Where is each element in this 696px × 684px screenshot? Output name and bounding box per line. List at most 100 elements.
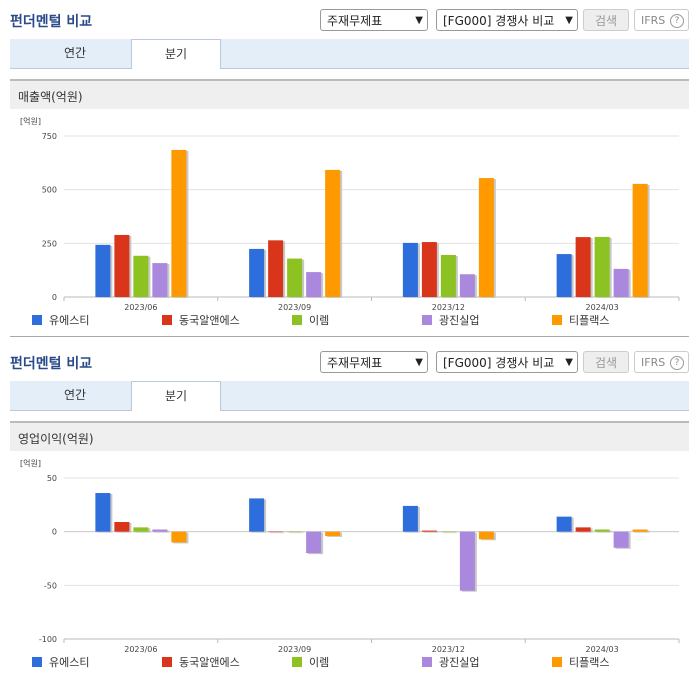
help-icon[interactable]: ? [670, 356, 684, 370]
tab-quarterly[interactable]: 분기 [131, 39, 221, 69]
y-tick-label: 50 [47, 474, 57, 483]
panel-title: 펀더멘털 비교 [10, 356, 93, 372]
panel-header: 펀더멘털 비교 주재무제표 ▼ [FG000] 경쟁사 비교 ▼ 검색 IFRS… [0, 0, 696, 36]
bar [171, 149, 187, 297]
legend-item-tplex[interactable]: 티플랙스 [552, 654, 609, 670]
chevron-down-icon: ▼ [565, 357, 573, 368]
x-tick-label: 2023/12 [432, 303, 465, 312]
y-tick-label: 250 [42, 239, 57, 248]
help-icon[interactable]: ? [670, 14, 684, 28]
bar [421, 530, 437, 532]
bar [440, 531, 456, 533]
ifrs-label: IFRS [641, 14, 666, 27]
legend-label: 이렘 [309, 656, 330, 669]
bar [632, 183, 648, 297]
legend-swatch [292, 315, 302, 325]
legend-item-ust[interactable]: 유에스티 [32, 654, 89, 670]
bar [402, 242, 418, 297]
bar [556, 516, 572, 532]
legend-swatch [292, 657, 302, 667]
bar [478, 178, 494, 297]
bar [632, 529, 648, 532]
y-tick-label: 0 [52, 293, 57, 302]
fundamental-panel-operating-profit: 펀더멘털 비교 주재무제표 ▼ [FG000] 경쟁사 비교 ▼ 검색 IFRS… [0, 342, 696, 684]
bar-shadow [270, 532, 286, 534]
chevron-down-icon: ▼ [415, 357, 423, 368]
bar [325, 531, 341, 536]
legend-label: 광진실업 [439, 314, 480, 327]
operating-profit-chart: -100 -50 0 50 2023/06 2023/09 2023/12 2024/03 [39, 474, 680, 654]
legend-item-dongkuk[interactable]: 동국알앤에스 [162, 312, 240, 328]
peer-group-select-value: [FG000] 경쟁사 비교 [443, 356, 555, 370]
ifrs-button[interactable]: IFRS ? [634, 351, 689, 373]
legend-swatch [552, 657, 562, 667]
y-tick-label: 0 [52, 528, 57, 537]
statement-select[interactable]: 주재무제표 ▼ [320, 351, 428, 373]
tab-annual[interactable]: 연간 [63, 388, 87, 402]
legend-item-kwangjin[interactable]: 광진실업 [422, 654, 479, 670]
statement-select-value: 주재무제표 [327, 356, 383, 370]
legend-item-ust[interactable]: 유에스티 [32, 312, 89, 328]
legend-label: 유에스티 [49, 314, 90, 327]
bar [594, 236, 610, 297]
x-tick-label: 2024/03 [586, 303, 619, 312]
bar [306, 272, 322, 297]
x-tick-label: 2023/06 [124, 303, 157, 312]
y-tick-label: 750 [42, 132, 57, 141]
legend-item-irem[interactable]: 이렘 [292, 312, 329, 328]
panel-title: 펀더멘털 비교 [10, 14, 93, 30]
bar [152, 263, 168, 297]
bar [95, 244, 111, 297]
legend-item-kwangjin[interactable]: 광진실업 [422, 312, 479, 328]
tab-annual[interactable]: 연간 [63, 46, 87, 60]
legend-swatch [32, 315, 42, 325]
panel-divider [10, 336, 689, 337]
period-tabs: 연간 분기 [10, 381, 689, 411]
x-tick-label: 2023/12 [432, 645, 465, 654]
unit-label: [억원] [20, 459, 41, 468]
bar [268, 531, 284, 533]
bar [249, 248, 265, 297]
chart-legend: 유에스티 동국알앤에스 이렘 광진실업 티플랙스 [0, 654, 696, 672]
legend-item-irem[interactable]: 이렘 [292, 654, 329, 670]
tab-quarterly[interactable]: 분기 [131, 381, 221, 411]
legend-label: 티플랙스 [569, 314, 610, 327]
peer-group-select[interactable]: [FG000] 경쟁사 비교 ▼ [436, 9, 578, 31]
bar [95, 493, 111, 532]
legend-item-dongkuk[interactable]: 동국알앤에스 [162, 654, 240, 670]
bar [613, 531, 629, 548]
panel-header: 펀더멘털 비교 주재무제표 ▼ [FG000] 경쟁사 비교 ▼ 검색 IFRS… [0, 342, 696, 378]
bar [171, 531, 187, 543]
bar [478, 531, 494, 540]
bar [613, 268, 629, 297]
bar [459, 274, 475, 297]
bar [152, 529, 168, 532]
bar-shadow [289, 532, 305, 534]
y-tick-label: -100 [39, 635, 57, 644]
fundamental-panel-revenue: 펀더멘털 비교 주재무제표 ▼ [FG000] 경쟁사 비교 ▼ 검색 IFRS… [0, 0, 696, 337]
revenue-chart: 0 250 500 750 2023/06 2023/09 2023/12 2024/03 [42, 132, 680, 312]
bar [556, 254, 572, 297]
bar [133, 255, 149, 297]
bar [268, 240, 284, 297]
legend-item-tplex[interactable]: 티플랙스 [552, 312, 609, 328]
peer-group-select[interactable]: [FG000] 경쟁사 비교 ▼ [436, 351, 578, 373]
x-tick-label: 2024/03 [586, 645, 619, 654]
search-button[interactable]: 검색 [583, 9, 629, 31]
legend-label: 이렘 [309, 314, 330, 327]
search-button[interactable]: 검색 [583, 351, 629, 373]
bar [402, 505, 418, 532]
statement-select[interactable]: 주재무제표 ▼ [320, 9, 428, 31]
y-tick-label: 500 [42, 186, 57, 195]
chart-subtitle: 매출액(억원) [18, 90, 83, 104]
bar [287, 258, 303, 297]
bar-shadow [442, 532, 458, 534]
ifrs-button[interactable]: IFRS ? [634, 9, 689, 31]
period-tabs: 연간 분기 [10, 39, 689, 69]
bar [421, 242, 437, 297]
x-tick-label: 2023/06 [124, 645, 157, 654]
legend-label: 동국알앤에스 [179, 314, 240, 327]
bar [287, 531, 303, 533]
bar [114, 234, 130, 297]
legend-swatch [162, 315, 172, 325]
